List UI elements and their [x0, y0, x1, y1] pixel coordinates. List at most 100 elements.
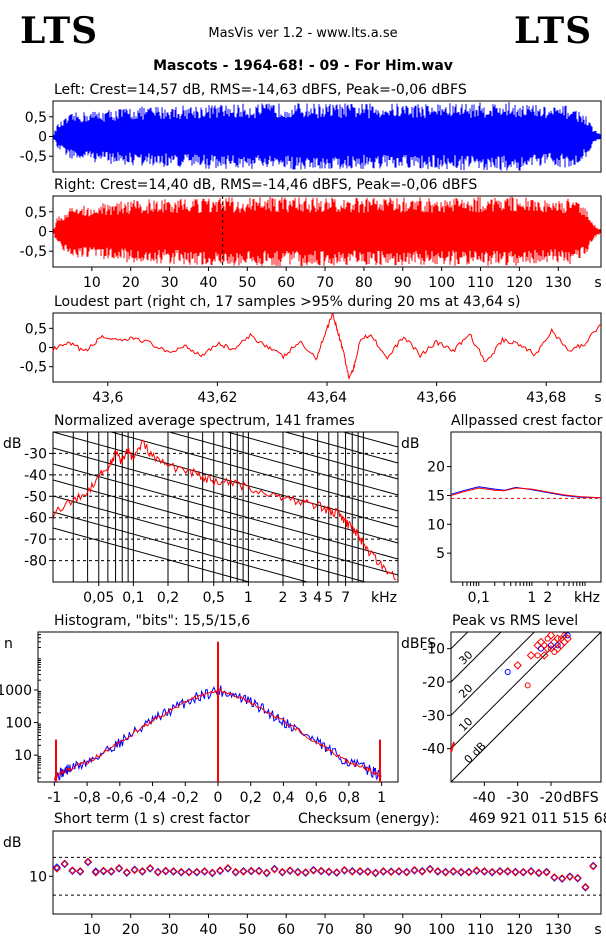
spectrum-title: Normalized average spectrum, 141 frames: [54, 413, 355, 429]
stcf-point: [192, 867, 201, 876]
spectrum-xtick-label: 5: [324, 590, 333, 606]
right-waveform-xunit: s: [594, 275, 601, 291]
stcf-point: [542, 868, 551, 877]
pvr-frame: [450, 631, 602, 783]
stcf-point: [589, 862, 598, 871]
spectrum-xtick-label: 4: [313, 590, 322, 606]
stcf-point: [107, 867, 116, 875]
logo-left: LTS: [20, 10, 99, 52]
pvr-ytick-label: -10: [422, 642, 445, 658]
stcf-point: [488, 868, 497, 877]
stcf-point: [433, 867, 442, 875]
right-waveform-xtick-label: 90: [394, 275, 412, 291]
stcf-point: [130, 866, 139, 875]
stcf-point: [387, 868, 396, 877]
stcf-point: [332, 868, 341, 877]
stcf-point: [379, 867, 388, 875]
pvr-ytick-label: -30: [422, 708, 445, 724]
stcf-point: [115, 864, 124, 872]
crest-ylabel: dB: [401, 436, 420, 452]
pvr-title: Peak vs RMS level: [452, 613, 579, 629]
stcf-point: [394, 867, 403, 875]
stcf-point: [332, 868, 341, 877]
stcf-point: [146, 864, 155, 873]
histogram-xtick-label: -0,4: [139, 790, 166, 806]
pvr-edge-mark: [450, 741, 455, 753]
stcf-xtick-label: 70: [316, 922, 334, 938]
stcf-point: [511, 868, 520, 877]
right-waveform-xtick-label: 110: [467, 275, 494, 291]
stcf-xtick-label: 130: [545, 922, 572, 938]
pvr-point: [546, 631, 556, 640]
histogram-xtick-label: -0,6: [106, 790, 133, 806]
loudest-part-frame: [52, 312, 602, 383]
stcf-point: [286, 866, 295, 875]
stcf-point: [60, 859, 69, 868]
stcf-point: [231, 867, 240, 876]
spectrum-ytick-label: -70: [24, 532, 47, 548]
pvr-point: [540, 651, 549, 660]
pvr-point: [513, 661, 522, 670]
spectrum-slope: [167, 432, 398, 496]
spectrum-ytick-label: -40: [24, 468, 47, 484]
stcf-xtick-label: 20: [122, 922, 140, 938]
crest-ytick-label: 5: [436, 546, 445, 562]
pvr-point: [534, 652, 541, 659]
stcf-point: [371, 868, 380, 877]
right-waveform-xtick-label: 100: [428, 275, 455, 291]
right-waveform-xtick-label: 10: [83, 275, 101, 291]
loudest-part-xtick-label: 43,6: [92, 390, 123, 406]
right-waveform-xtick-label: 60: [277, 275, 295, 291]
stcf-point: [169, 867, 178, 875]
right-waveform-xtick-label: 120: [506, 275, 533, 291]
stcf-point: [153, 868, 162, 877]
stcf-point: [68, 867, 77, 875]
histogram-ytick-label: 1000: [0, 683, 32, 699]
stcf-point: [348, 867, 357, 875]
stcf-point: [441, 867, 450, 876]
stcf-point: [534, 869, 543, 878]
stcf-point: [255, 867, 263, 876]
stcf-point: [107, 867, 116, 876]
stcf-point: [76, 867, 85, 875]
stcf-point: [519, 867, 528, 876]
left-waveform-ytick-label: 0: [38, 130, 47, 146]
stcf-xtick-label: 90: [394, 922, 412, 938]
checksum-value: 469 921 011 515 687: [469, 811, 606, 827]
stcf-point: [200, 867, 209, 876]
stcf-point: [270, 865, 279, 874]
histogram-ylabel: n: [4, 636, 13, 652]
pvr-crest-label: 0 dB: [462, 739, 489, 766]
stcf-point: [317, 867, 326, 876]
stcf-point: [472, 867, 481, 875]
stcf-point: [573, 874, 582, 883]
pvr-ytick-label: -20: [422, 675, 445, 691]
stcf-xtick-label: 110: [467, 922, 494, 938]
crest-frame: [450, 431, 602, 583]
stcf-point: [177, 867, 186, 876]
stcf-point: [122, 868, 131, 877]
stcf-point: [200, 867, 209, 875]
stcf-point: [255, 866, 263, 875]
right-waveform-xtick-label: 40: [200, 275, 218, 291]
pvr-crest-label: 20: [456, 682, 475, 701]
spectrum-grid: [53, 304, 398, 582]
crest-ytick-label: 20: [427, 460, 445, 476]
right-waveform-xtick-label: 50: [238, 275, 256, 291]
stcf-point: [433, 867, 442, 876]
stcf-title: Short term (1 s) crest factor: [54, 811, 250, 827]
spectrum-xtick-label: 2: [279, 590, 288, 606]
spectrum-xtick-label: 0,1: [122, 590, 144, 606]
right-waveform-signal: [53, 196, 601, 267]
stcf-point: [324, 868, 333, 877]
loudest-part-signal: [52, 313, 602, 380]
stcf-point: [519, 868, 528, 877]
stcf-point: [449, 867, 458, 875]
stcf-point: [527, 867, 536, 876]
stcf-point: [169, 867, 178, 876]
histogram-xtick-label: 1: [377, 790, 386, 806]
spectrum-ytick-label: -30: [24, 446, 47, 462]
spectrum-slope: [53, 304, 398, 399]
